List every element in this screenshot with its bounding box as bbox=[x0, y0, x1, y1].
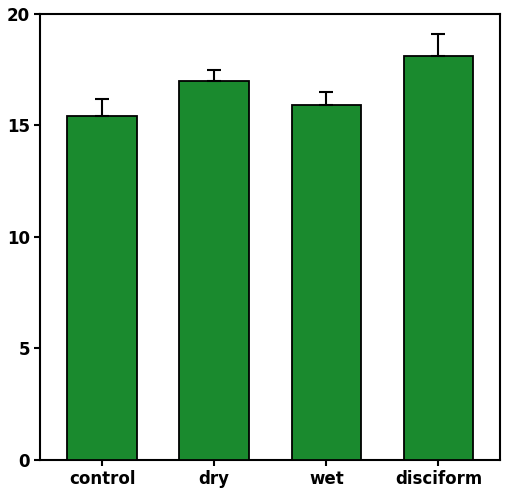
Bar bbox=[404, 56, 473, 460]
Bar bbox=[67, 116, 137, 460]
Bar bbox=[292, 105, 361, 460]
Bar bbox=[179, 81, 249, 460]
